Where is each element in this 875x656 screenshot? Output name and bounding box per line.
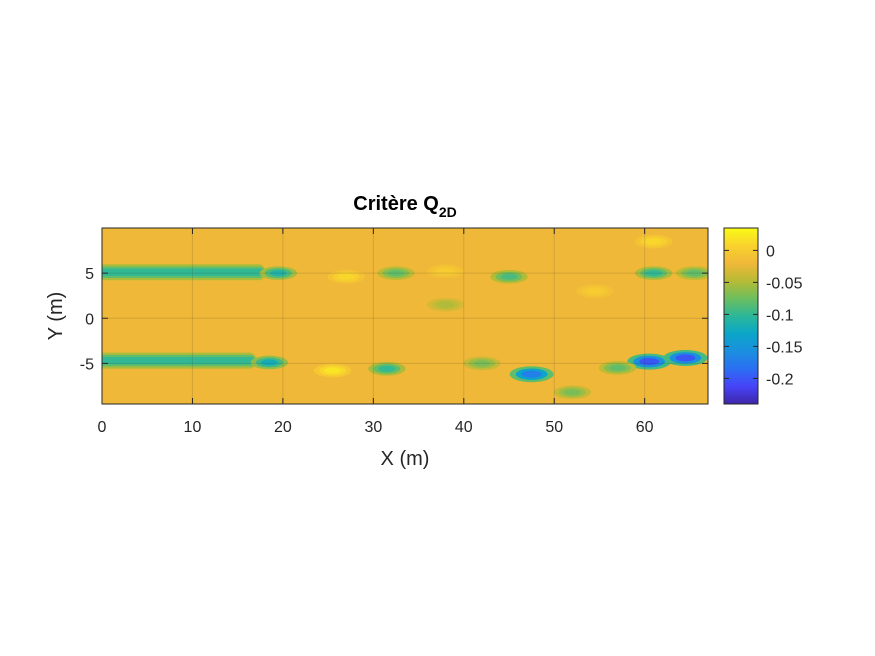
y-tick-label: -5 [80,356,94,373]
heatmap-contour [102,268,265,276]
heatmap-contour [586,288,604,295]
heatmap-contour [473,360,491,367]
x-axis-label: X (m) [381,448,430,470]
colorbar-tick-label: 0 [766,243,775,260]
heatmap-feature [259,266,298,280]
heatmap-feature [490,269,528,284]
colorbar-tick-label: -0.15 [766,339,803,356]
heatmap-contour [324,367,342,374]
x-tick-label: 20 [274,419,292,436]
heatmap-contour [675,354,696,362]
heatmap-contour [639,357,660,366]
x-tick-label: 60 [636,419,654,436]
heatmap-contour [387,270,405,277]
heatmap-contour [521,370,542,378]
colorbar [723,227,759,405]
heatmap-contour [269,270,287,277]
heatmap-feature [250,355,289,370]
heatmap-feature [553,385,592,400]
heatmap-feature [102,352,256,369]
x-tick-label: 0 [98,419,107,436]
chart-title-subscript: 2D [439,204,457,220]
heatmap-feature [463,356,501,371]
heatmap-feature [368,362,406,376]
y-tick-label: 5 [85,266,94,283]
x-tick-label: 10 [184,419,202,436]
heatmap-feature [598,361,637,375]
heatmap-contour [645,270,663,277]
heatmap-contour [563,389,581,396]
heatmap-feature [635,266,673,280]
heatmap-feature [427,264,465,279]
heatmap-feature [102,264,265,281]
heatmap-field [102,228,708,404]
heatmap-feature [663,349,708,366]
heatmap-feature [509,366,554,383]
heatmap-contour [500,273,518,280]
heatmap-feature [427,297,465,312]
heatmap-feature [327,269,365,284]
heatmap-contour [102,357,256,365]
y-axis-label: Y (m) [45,292,67,341]
heatmap-feature [635,234,673,249]
heatmap-feature [627,353,672,370]
heatmap-contour [686,270,703,277]
heatmap-background [102,228,708,404]
x-tick-label: 40 [455,419,473,436]
heatmap-contour [645,238,663,245]
colorbar-tick-label: -0.05 [766,275,803,292]
x-tick-label: 30 [364,419,382,436]
heatmap-contour [260,359,278,366]
heatmap-contour [609,364,626,371]
colorbar-tick-label: -0.2 [766,371,794,388]
heatmap-contour [437,301,455,308]
colorbar-ticks: 0 -0.05 -0.1 -0.15 -0.2 [724,243,803,388]
colorbar-tick-label: -0.1 [766,307,794,324]
heatmap-feature [576,284,614,298]
plot-axes-box [101,227,709,405]
x-tick-label: 50 [545,419,563,436]
heatmap-feature [313,363,352,378]
heatmap-contour [378,365,396,372]
heatmap-contour [437,268,455,275]
heatmap-feature [377,266,415,280]
grid-lines [102,228,708,404]
heatmap-feature [675,266,708,280]
heatmap-contour [337,273,355,280]
chart-title: Critère Q2D [353,193,457,220]
y-tick-label: 0 [85,311,94,328]
